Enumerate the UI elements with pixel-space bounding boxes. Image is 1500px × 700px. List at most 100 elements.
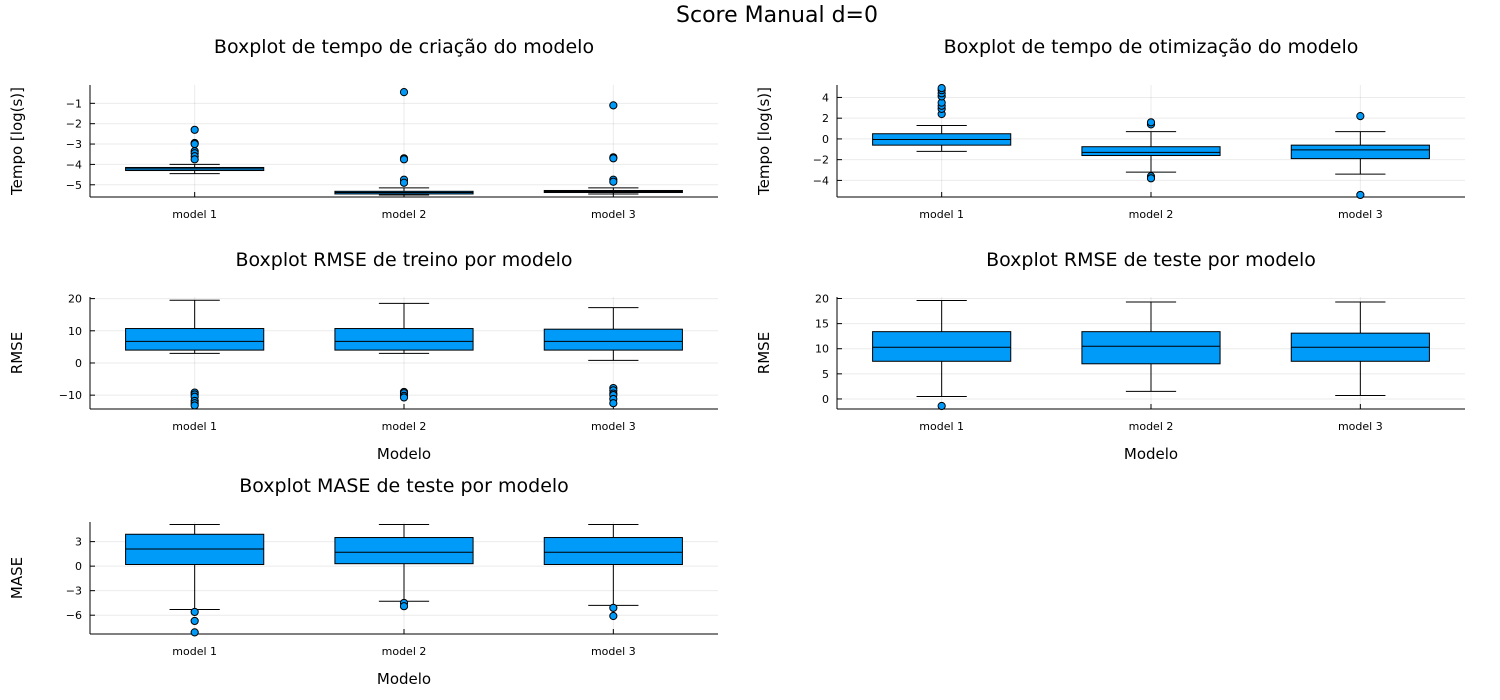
x-tick-label: model 2: [382, 208, 427, 221]
y-tick-label: 2: [822, 112, 829, 125]
box-model-1: [125, 523, 265, 637]
box-iqr: [1081, 146, 1221, 157]
y-tick-label: 10: [68, 325, 82, 338]
outlier-point: [190, 401, 199, 410]
y-axis-label: RMSE: [8, 332, 26, 374]
box-model-2: [334, 88, 474, 196]
panel-title: Boxplot RMSE de teste por modelo: [986, 249, 1316, 271]
outlier-point: [609, 101, 618, 110]
panels: Boxplot de tempo de criação do modelo −5 −…: [8, 36, 1465, 688]
outlier-point: [399, 155, 409, 164]
box-model-3: [543, 101, 683, 195]
x-axis-label: Modelo: [1124, 445, 1178, 463]
box-iqr: [1290, 144, 1430, 160]
x-axis-label: Modelo: [377, 445, 431, 463]
outlier-point: [399, 178, 409, 187]
box-iqr: [334, 328, 474, 351]
outlier-point: [190, 607, 199, 617]
panel-title: Boxplot RMSE de treino por modelo: [235, 249, 572, 271]
outlier-point: [190, 139, 199, 149]
x-tick-label: model 2: [382, 645, 427, 658]
outlier-point: [190, 125, 199, 134]
x-tick-label: model 1: [172, 420, 217, 433]
x-tick-label: model 3: [1338, 208, 1383, 221]
box-model-2: [1081, 301, 1221, 392]
box-model-3: [543, 307, 683, 408]
y-tick-label: 3: [75, 536, 82, 549]
outlier-point: [609, 611, 618, 621]
box-iqr: [543, 537, 683, 566]
x-tick-label: model 2: [382, 420, 427, 433]
outlier-point: [1356, 190, 1365, 200]
y-tick-label: 5: [822, 368, 829, 381]
x-tick-label: model 2: [1129, 420, 1174, 433]
panel-title: Boxplot de tempo de criação do modelo: [214, 36, 594, 58]
x-tick-label: model 3: [591, 645, 636, 658]
outlier-point: [190, 155, 199, 164]
x-tick-label: model 3: [1338, 420, 1383, 433]
y-tick-label: 4: [822, 91, 829, 104]
y-tick-label: −4: [66, 158, 82, 171]
y-tick-label: 20: [68, 293, 82, 306]
y-tick-label: −1: [66, 97, 82, 110]
boxplot-panel-5: Boxplot MASE de teste por modelo −6 −3 0 3 mo…: [8, 475, 718, 688]
outlier-point: [399, 602, 409, 611]
boxplot-panel-3: Boxplot RMSE de treino por modelo −10 0 10 2…: [8, 249, 718, 463]
x-tick-label: model 1: [172, 645, 217, 658]
outlier-point: [937, 84, 946, 93]
x-axis-label: Modelo: [377, 670, 431, 688]
y-tick-label: 15: [815, 318, 829, 331]
outlier-point: [1146, 174, 1156, 183]
box-model-3: [1290, 112, 1430, 200]
x-tick-label: model 1: [919, 208, 964, 221]
outlier-point: [609, 177, 618, 186]
box-model-3: [1290, 301, 1430, 396]
outlier-point: [609, 399, 618, 408]
y-axis-label: RMSE: [755, 332, 773, 374]
boxplot-panel-2: Boxplot de tempo de otimização do modelo…: [755, 36, 1465, 221]
y-axis-label: MASE: [8, 557, 26, 599]
box-iqr: [872, 331, 1012, 362]
y-tick-label: −4: [813, 174, 829, 187]
box-iqr: [1081, 331, 1221, 365]
y-tick-label: 20: [815, 293, 829, 306]
y-tick-label: 0: [75, 560, 82, 573]
y-tick-label: 0: [822, 133, 829, 146]
y-tick-label: −3: [66, 585, 82, 598]
y-tick-label: 0: [75, 357, 82, 370]
box-iqr: [543, 328, 683, 351]
x-tick-label: model 1: [919, 420, 964, 433]
y-tick-label: −6: [66, 609, 82, 622]
outlier-point: [1356, 112, 1365, 121]
y-tick-label: −10: [59, 389, 82, 402]
y-tick-label: 0: [822, 393, 829, 406]
x-tick-label: model 1: [172, 208, 217, 221]
outlier-point: [190, 628, 199, 637]
boxplot-panel-4: Boxplot RMSE de teste por modelo 0 5 10 15 20…: [755, 249, 1465, 463]
outlier-point: [1146, 118, 1156, 127]
box-model-1: [872, 300, 1012, 411]
outlier-point: [399, 393, 409, 402]
y-tick-label: −5: [66, 179, 82, 192]
y-tick-label: 10: [815, 343, 829, 356]
panel-title: Boxplot MASE de teste por modelo: [239, 475, 569, 497]
outlier-point: [937, 401, 946, 411]
box-iqr: [334, 537, 474, 565]
boxplot-panel-1: Boxplot de tempo de criação do modelo −5 −…: [8, 36, 718, 221]
outlier-point: [399, 88, 409, 97]
y-tick-label: −3: [66, 138, 82, 151]
box-model-1: [872, 84, 1012, 152]
x-tick-label: model 2: [1129, 208, 1174, 221]
box-model-1: [125, 299, 265, 410]
box-model-2: [1081, 118, 1221, 183]
figure-suptitle: Score Manual d=0: [676, 3, 878, 28]
x-tick-label: model 3: [591, 208, 636, 221]
y-tick-label: −2: [66, 118, 82, 131]
box-model-1: [125, 125, 265, 175]
y-tick-label: −2: [813, 154, 829, 167]
outlier-point: [190, 616, 199, 626]
box-model-2: [334, 302, 474, 402]
outlier-point: [609, 154, 618, 163]
box-iqr: [125, 328, 265, 351]
